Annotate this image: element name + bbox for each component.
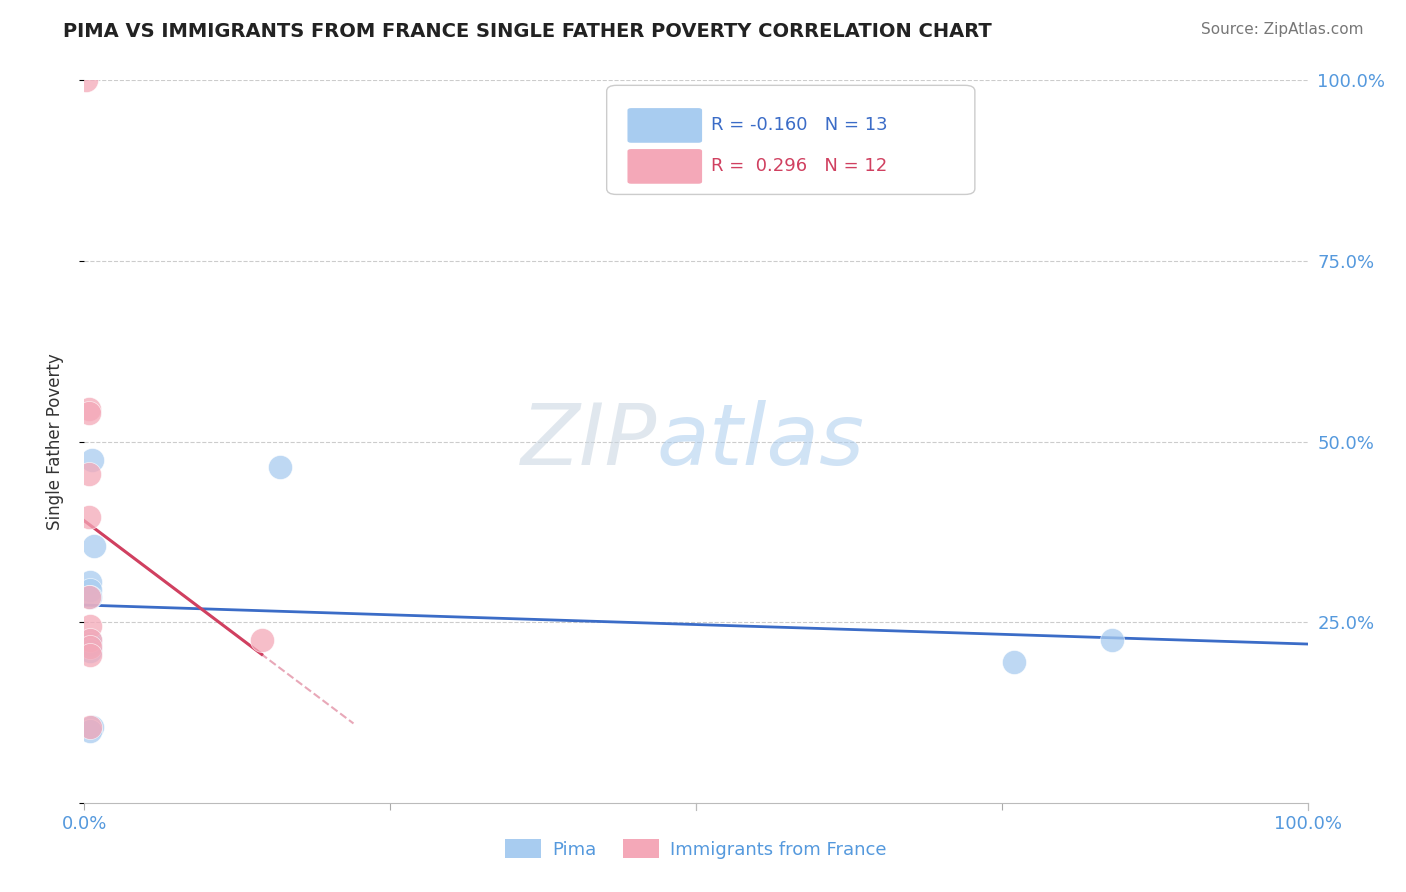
FancyBboxPatch shape (627, 149, 702, 184)
Text: PIMA VS IMMIGRANTS FROM FRANCE SINGLE FATHER POVERTY CORRELATION CHART: PIMA VS IMMIGRANTS FROM FRANCE SINGLE FA… (63, 22, 993, 41)
Point (79, 720, 101, 734)
Point (79, 723, 101, 738)
Point (77, 402, 100, 417)
Point (80, 452, 103, 467)
FancyBboxPatch shape (606, 86, 974, 194)
Text: R = -0.160   N = 13: R = -0.160 N = 13 (710, 117, 887, 135)
Point (77, 590, 100, 604)
Point (1002, 655, 1025, 669)
Point (79, 590, 101, 604)
Y-axis label: Single Father Poverty: Single Father Poverty (45, 353, 63, 530)
Point (75, 73, 97, 87)
Point (79, 633, 101, 648)
Point (79, 640, 101, 655)
Text: Source: ZipAtlas.com: Source: ZipAtlas.com (1201, 22, 1364, 37)
Point (250, 633, 273, 648)
Point (79, 648, 101, 662)
Point (1101, 633, 1123, 648)
Text: ZIP: ZIP (520, 400, 657, 483)
Point (83, 539, 105, 553)
Point (79, 637, 101, 651)
Text: atlas: atlas (657, 400, 865, 483)
Point (79, 633, 101, 648)
Point (79, 619, 101, 633)
Point (79, 582, 101, 597)
FancyBboxPatch shape (627, 108, 702, 143)
Point (79, 644, 101, 658)
Point (77, 467, 100, 481)
Point (77, 406, 100, 420)
Point (77, 510, 100, 524)
Legend: Pima, Immigrants from France: Pima, Immigrants from France (498, 832, 894, 866)
Point (79, 575, 101, 590)
Text: R =  0.296   N = 12: R = 0.296 N = 12 (710, 157, 887, 176)
Point (269, 459, 291, 474)
Point (80, 720, 103, 734)
